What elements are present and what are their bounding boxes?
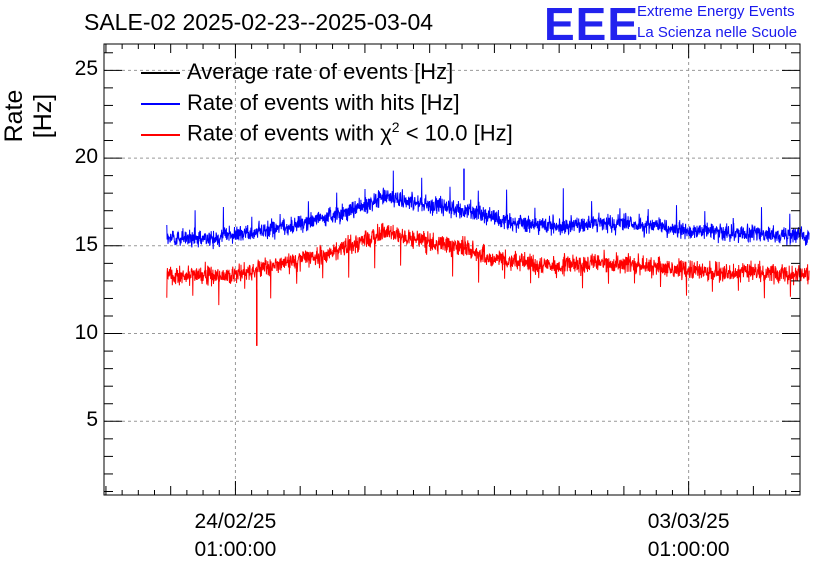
- legend-chi2-symbol: χ: [380, 120, 392, 146]
- series-line-chi2: [166, 222, 810, 346]
- y-axis-label: Rate [Hz]: [0, 89, 57, 143]
- x-tick-label-time: 01:00:00: [194, 538, 277, 561]
- y-tick-label: 25: [74, 57, 98, 81]
- y-tick-label: 10: [74, 320, 98, 344]
- legend-chi2-prefix: Rate of events with: [187, 120, 381, 146]
- x-tick-label-date: 03/03/25: [647, 510, 730, 533]
- legend-label-hits: Rate of events with hits [Hz]: [187, 90, 460, 115]
- legend-swatch-hits: [141, 103, 180, 105]
- legend-swatch-chi2: [141, 134, 180, 136]
- legend-label-average: Average rate of events [Hz]: [187, 59, 454, 84]
- legend-chi2-exponent: 2: [391, 119, 400, 135]
- logo-line-2: La Scienza nelle Scuole: [637, 24, 798, 41]
- y-tick-label: 20: [74, 145, 98, 169]
- legend-chi2-suffix: < 10.0 [Hz]: [399, 120, 513, 146]
- legend-label-chi2: Rate of events with χ2 < 10.0 [Hz]: [187, 119, 513, 146]
- x-tick-label: 03/03/25 01:00:00: [629, 508, 749, 564]
- plot-frame: [103, 43, 801, 496]
- x-tick-label: 24/02/25 01:00:00: [175, 508, 295, 564]
- chart-title: SALE-02 2025-02-23--2025-03-04: [84, 9, 434, 35]
- logo-line-1: Extreme Energy Events: [637, 3, 795, 20]
- eee-logo: EEE: [544, 0, 640, 50]
- y-tick-label: 5: [86, 408, 98, 432]
- series-layer: [166, 168, 810, 346]
- x-tick-label-time: 01:00:00: [647, 538, 730, 561]
- x-tick-label-date: 24/02/25: [194, 510, 277, 533]
- series-line-hits: [166, 170, 810, 250]
- plot-border: [103, 43, 801, 496]
- legend-swatch-average: [141, 72, 180, 74]
- y-tick-label: 15: [74, 232, 98, 256]
